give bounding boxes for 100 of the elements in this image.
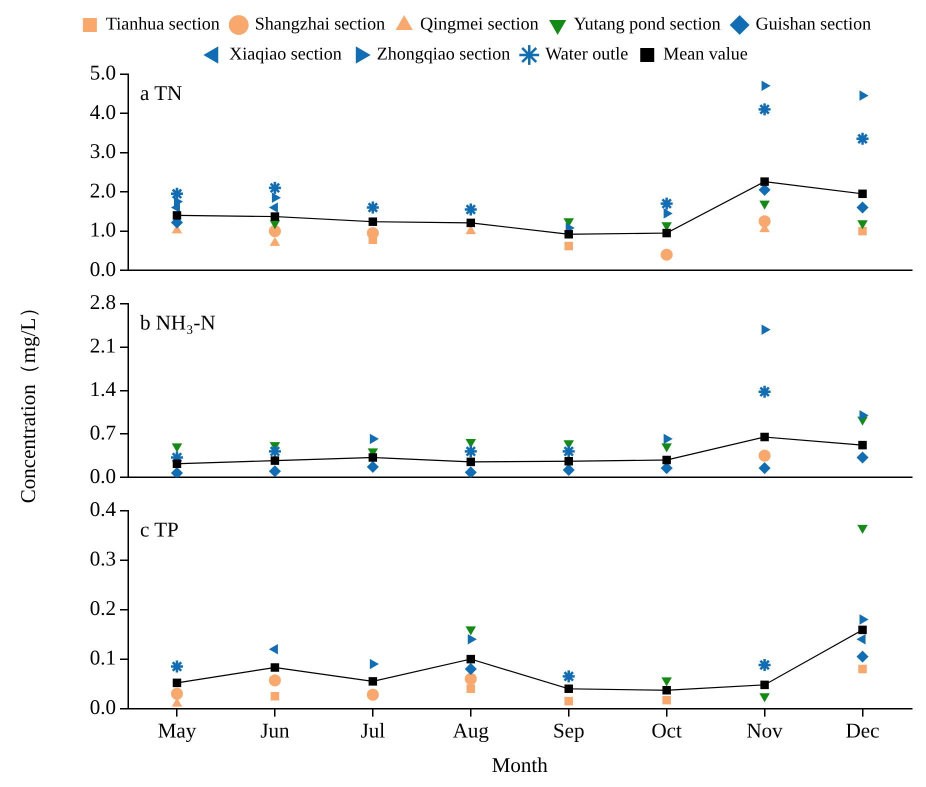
x-tick-label: Oct [651, 718, 682, 743]
point [758, 450, 771, 462]
point [662, 696, 671, 704]
point [561, 444, 576, 459]
point [760, 177, 769, 186]
y-tick-label: 2.8 [90, 290, 116, 314]
point [760, 432, 769, 442]
y-tick-label: 0.0 [90, 464, 116, 488]
point [758, 462, 771, 474]
point [466, 218, 476, 228]
point [856, 452, 869, 464]
point [759, 200, 770, 210]
point [464, 672, 477, 685]
point [366, 200, 380, 215]
legend-label: Qingmei section [420, 14, 539, 34]
point [366, 688, 379, 701]
point [858, 226, 867, 236]
legend-label: Tianhua section [106, 14, 220, 34]
y-tick-label: 1.4 [90, 377, 116, 402]
x-tick-label: Nov [746, 718, 784, 743]
y-tick-label: 2.0 [90, 178, 116, 202]
point [858, 190, 867, 198]
point [170, 688, 183, 700]
point [368, 677, 378, 686]
y-tick-label: 0.4 [90, 497, 116, 522]
point [466, 458, 476, 466]
point [268, 225, 281, 238]
legend-label: Xiaqiao section [229, 44, 342, 64]
point [170, 659, 184, 674]
y-tick-label: 0.7 [90, 420, 116, 444]
point [858, 626, 867, 634]
chart-title: a TN [140, 81, 182, 106]
point [757, 658, 772, 672]
x-axis-title: Month [492, 752, 548, 777]
legend-label: Shangzhai section [254, 14, 386, 34]
point [268, 674, 281, 686]
point [172, 443, 182, 452]
legend-label: Guishan section [756, 14, 872, 34]
point [368, 217, 378, 226]
point [857, 220, 868, 230]
point [856, 650, 869, 663]
point [758, 215, 771, 228]
point [564, 684, 573, 694]
y-tick-label: 0.2 [90, 596, 116, 620]
point [270, 692, 280, 700]
point [858, 664, 867, 674]
x-tick-label: May [158, 718, 197, 743]
point [368, 453, 378, 462]
y-tick-label: 3.0 [90, 139, 116, 164]
legend-label: Zhongqiao section [376, 44, 510, 64]
point [172, 211, 182, 220]
chart-title: b NH₃-N [140, 310, 216, 335]
x-tick-label: Jul [360, 718, 386, 743]
legend-label: Yutang pond section [574, 14, 721, 34]
point [760, 680, 769, 690]
point [662, 456, 671, 464]
point [856, 202, 869, 214]
point [172, 678, 182, 688]
y-tick-label: 1.0 [90, 218, 116, 242]
point [466, 654, 476, 664]
point [270, 212, 280, 221]
point [659, 196, 674, 211]
point [564, 696, 573, 706]
point [366, 460, 379, 473]
point [564, 230, 573, 239]
point [466, 684, 476, 694]
y-tick-label: 5.0 [90, 60, 116, 85]
point [172, 460, 182, 468]
x-tick-label: Jun [260, 718, 290, 743]
y-tick-label: 2.1 [90, 334, 116, 358]
y-tick-label: 0.0 [90, 256, 116, 281]
x-tick-label: Aug [452, 718, 490, 743]
point [468, 634, 477, 644]
point [855, 132, 870, 146]
point [270, 456, 280, 465]
point [661, 677, 672, 686]
point [268, 180, 282, 196]
point [170, 467, 183, 478]
y-tick-label: 0.0 [90, 695, 116, 720]
point [856, 634, 866, 644]
point [464, 663, 477, 675]
point [270, 663, 280, 672]
point [370, 434, 379, 444]
point [858, 440, 867, 450]
point [272, 192, 281, 203]
point [464, 466, 477, 478]
point [466, 626, 476, 636]
point [857, 524, 868, 534]
chart-title: c TP [140, 518, 179, 542]
point [662, 228, 671, 238]
y-tick-label: 4.0 [90, 100, 116, 124]
y-tick-label: 0.1 [90, 646, 116, 670]
x-tick-label: Sep [552, 718, 584, 743]
point [757, 102, 772, 117]
point [564, 457, 573, 466]
point [757, 384, 772, 399]
point [661, 443, 672, 452]
point [662, 686, 671, 695]
point [464, 444, 478, 459]
x-tick-label: Dec [846, 718, 880, 743]
